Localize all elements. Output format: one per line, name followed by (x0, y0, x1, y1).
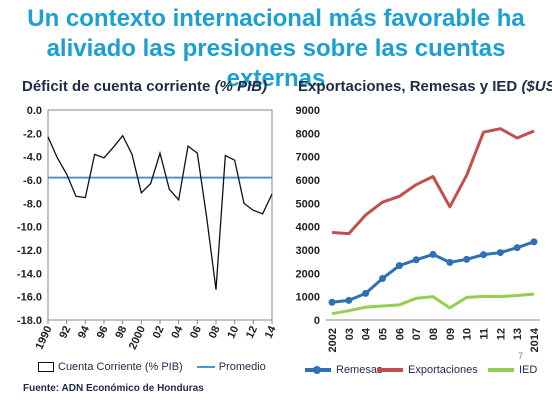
remesas-point (480, 251, 487, 259)
right-y-tick-label: 9000 (296, 105, 320, 117)
left-x-tick-label: 94 (76, 323, 92, 340)
right-x-tick-label: 08 (428, 328, 440, 340)
remesas-point (345, 296, 353, 304)
left-x-tick-label: 06 (188, 324, 204, 340)
right-y-tick-label: 5000 (296, 198, 320, 210)
left-x-tick-label: 12 (244, 324, 260, 340)
left-x-tick-label: 96 (95, 324, 111, 340)
right-x-tick-label: 13 (512, 328, 524, 340)
right-y-tick-label: 3000 (296, 245, 320, 257)
right-y-tick-label: 0 (314, 315, 320, 327)
ied-legend: IED (488, 364, 537, 376)
remesas-point (362, 289, 370, 297)
remesas-point (463, 255, 471, 263)
left-x-tick-label: 02 (151, 324, 167, 340)
right-x-tick-label: 09 (445, 328, 457, 340)
left-y-tick-label: -2.0 (23, 128, 42, 140)
left-y-tick-label: -4.0 (23, 152, 42, 164)
exportaciones-legend: Exportaciones (377, 364, 478, 376)
remesas-point (379, 274, 386, 282)
promedio-legend-swatch (196, 366, 215, 368)
remesas-legend-swatch (305, 366, 331, 374)
cuenta-corriente-legend-label: Cuenta Corriente (% PIB) (58, 361, 183, 373)
headline-line-1: Un contexto internacional más favorable … (27, 5, 525, 32)
promedio-legend-label: Promedio (218, 361, 266, 373)
right-x-tick-label: 07 (411, 328, 423, 340)
right-y-tick-label: 6000 (296, 175, 320, 187)
right-x-tick-label: 10 (462, 328, 474, 340)
right-chart-title: Exportaciones, Remesas y IED ($US) (298, 78, 552, 95)
source-note: Fuente: ADN Económico de Honduras (23, 383, 204, 394)
left-y-tick-label: 0.0 (27, 105, 42, 117)
right-x-tick-label: 03 (344, 328, 356, 340)
remesas-point (496, 249, 504, 257)
left-x-tick-label: 04 (169, 323, 185, 340)
remesas-point (395, 262, 403, 270)
page-number: 7 (518, 351, 524, 361)
right-chart-title-units: ($US) (521, 78, 552, 95)
ied-legend-swatch (488, 368, 514, 372)
left-y-tick-label: -16.0 (17, 292, 42, 304)
left-x-tick-label: 98 (113, 324, 129, 340)
left-chart-title-units: (% PIB) (214, 78, 268, 95)
right-y-tick-label: 4000 (296, 222, 320, 234)
remesas-point (328, 298, 336, 306)
right-x-tick-label: 04 (361, 327, 373, 340)
remesas-point (446, 258, 454, 266)
cuenta-corriente-line (47, 134, 273, 290)
remesas-point (412, 256, 420, 264)
left-y-tick-label: -18.0 (17, 315, 42, 327)
left-x-tick-label: 92 (57, 324, 73, 340)
right-y-tick-label: 2000 (296, 268, 320, 280)
right-y-tick-label: 7000 (296, 152, 320, 164)
remesas-point (513, 244, 521, 252)
right-x-tick-label: 11 (479, 328, 491, 340)
cuenta-corriente-legend-swatch (38, 362, 54, 372)
left-legend: Cuenta Corriente (% PIB) Promedio (38, 361, 266, 373)
right-x-tick-label: 2002 (327, 328, 339, 352)
exportaciones-line (331, 127, 535, 236)
right-x-tick-label: 06 (394, 328, 406, 340)
left-chart-title: Déficit de cuenta corriente (% PIB) (22, 78, 267, 95)
remesas-point (530, 238, 538, 246)
remesas-legend: Remesas (305, 364, 382, 376)
right-x-tick-label: 2014 (529, 327, 541, 352)
ied-legend-label: IED (519, 364, 538, 376)
left-x-tick-label: 1990 (33, 324, 54, 351)
left-chart-title-text: Déficit de cuenta corriente (22, 78, 211, 95)
exportaciones-legend-label: Exportaciones (408, 364, 478, 376)
left-y-tick-label: -6.0 (23, 175, 42, 187)
left-x-tick-label: 10 (225, 324, 241, 340)
left-x-tick-label: 14 (263, 323, 279, 340)
left-y-tick-label: -14.0 (17, 268, 42, 280)
right-x-tick-label: 12 (495, 328, 507, 340)
right-y-tick-label: 8000 (296, 128, 320, 140)
headline-line-2: aliviado las presiones sobre las cuentas… (46, 35, 506, 92)
right-chart-title-text: Exportaciones, Remesas y IED (298, 78, 518, 95)
remesas-legend-label: Remesas (336, 364, 383, 376)
left-x-tick-label: 2000 (127, 324, 148, 351)
ied-line (331, 292, 535, 316)
left-plot-frame (47, 109, 273, 321)
exportaciones-legend-swatch (377, 368, 403, 372)
headline: Un contexto internacional más favorable … (0, 4, 552, 94)
left-y-tick-label: -10.0 (17, 222, 42, 234)
right-y-tick-label: 1000 (296, 292, 320, 304)
left-y-tick-label: -12.0 (17, 245, 42, 257)
left-x-tick-label: 08 (207, 324, 223, 340)
left-y-tick-label: -8.0 (23, 198, 42, 210)
remesas-point (429, 250, 437, 258)
right-x-tick-label: 05 (378, 328, 390, 340)
